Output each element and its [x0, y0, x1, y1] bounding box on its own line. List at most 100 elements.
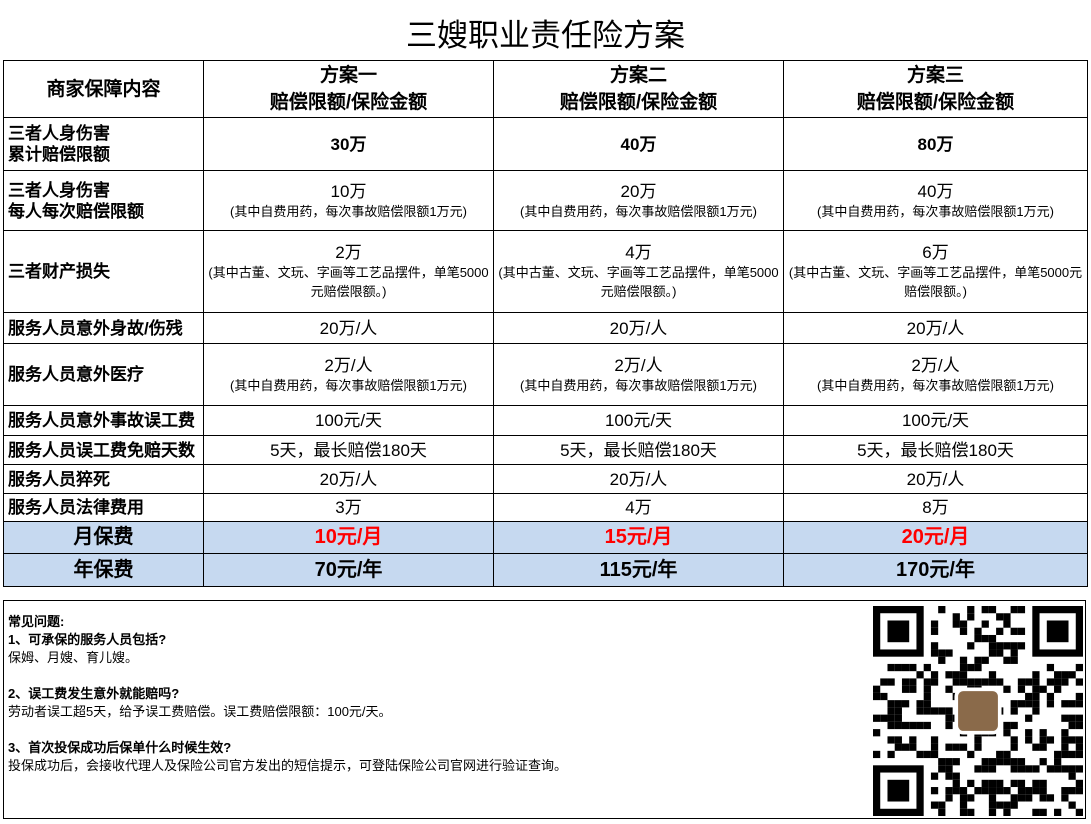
- faq-answer: 保姆、月嫂、育儿嫂。: [8, 650, 139, 665]
- value-main: 20万/人: [319, 318, 378, 338]
- plan-value-cell: 4万: [493, 493, 784, 522]
- plan-value-cell: 6万 (其中古董、文玩、字画等工艺品摆件，单笔5000元赔偿限额。): [783, 230, 1088, 313]
- value-main: 3万: [335, 498, 362, 517]
- plan-value-cell: 20万/人: [783, 312, 1088, 344]
- row-label: 服务人员猝死: [3, 464, 204, 494]
- faq-heading: 常见问题:: [8, 614, 65, 629]
- header-coverage: 商家保障内容: [3, 60, 204, 118]
- value-note: (其中自费用药，每次事故赔偿限额1万元): [817, 377, 1054, 393]
- table-header-row: 商家保障内容 方案一赔偿限额/保险金额 方案二赔偿限额/保险金额 方案三 赔偿限额…: [3, 60, 1088, 118]
- value-note: (其中古董、文玩、字画等工艺品摆件，单笔5000元赔偿限额。): [498, 265, 779, 299]
- plan-value-cell: 3万: [203, 493, 494, 522]
- table-row: 服务人员法律费用 3万 4万 8万: [3, 493, 1088, 522]
- row-label: 服务人员意外身故/伤残: [3, 312, 204, 344]
- fee-value: 115元/年: [493, 553, 784, 587]
- table-row: 服务人员意外身故/伤残 20万/人 20万/人 20万/人: [3, 312, 1088, 344]
- fee-value: 20元/月: [783, 521, 1088, 554]
- monthly-premium-row: 月保费 10元/月 15元/月 20元/月: [3, 521, 1088, 554]
- table-row: 服务人员意外事故误工费 100元/天 100元/天 100元/天: [3, 405, 1088, 436]
- plan-value-cell: 20万 (其中自费用药，每次事故赔偿限额1万元): [493, 170, 784, 231]
- value-main: 20万/人: [319, 469, 378, 489]
- faq-answer: 劳动者误工超5天，给予误工费赔偿。误工费赔偿限额：100元/天。: [8, 704, 392, 719]
- faq-question: 3、首次投保成功后保单什么时候生效?: [8, 740, 232, 755]
- value-main: 20万/人: [609, 469, 668, 489]
- row-label: 服务人员意外医疗: [3, 343, 204, 406]
- fee-value: 70元/年: [203, 553, 494, 587]
- row-label: 服务人员法律费用: [3, 493, 204, 522]
- value-note: (其中自费用药，每次事故赔偿限额1万元): [817, 203, 1054, 219]
- value-main: 5天，最长赔偿180天: [270, 440, 427, 460]
- faq-question: 2、误工费发生意外就能赔吗?: [8, 686, 180, 701]
- value-main: 2万/人: [614, 355, 663, 375]
- table-row: 服务人员猝死 20万/人 20万/人 20万/人: [3, 464, 1088, 494]
- faq-question: 1、可承保的服务人员包括?: [8, 632, 167, 647]
- plan-value-cell: 2万/人 (其中自费用药，每次事故赔偿限额1万元): [203, 343, 494, 406]
- plan-value-cell: 4万 (其中古董、文玩、字画等工艺品摆件，单笔5000元赔偿限额。): [493, 230, 784, 313]
- value-main: 5天，最长赔偿180天: [857, 440, 1014, 460]
- plan-value-cell: 40万 (其中自费用药，每次事故赔偿限额1万元): [783, 170, 1088, 231]
- value-note: (其中自费用药，每次事故赔偿限额1万元): [230, 377, 467, 393]
- row-label: 三者人身伤害 累计赔偿限额: [3, 117, 204, 171]
- plan-value-cell: 2万 (其中古董、文玩、字画等工艺品摆件，单笔5000元赔偿限额。): [203, 230, 494, 313]
- fee-label: 年保费: [3, 553, 204, 587]
- value-note: (其中自费用药，每次事故赔偿限额1万元): [230, 203, 467, 219]
- value-main: 5天，最长赔偿180天: [560, 440, 717, 460]
- header-plan-3: 方案三 赔偿限额/保险金额: [783, 60, 1088, 118]
- plan-value-cell: 5天，最长赔偿180天: [783, 435, 1088, 465]
- row-label: 服务人员误工费免赔天数: [3, 435, 204, 465]
- plan-name: 方案二: [609, 65, 667, 86]
- page-title: 三嫂职业责任险方案: [406, 18, 685, 53]
- plan-value-cell: 100元/天: [493, 405, 784, 436]
- table-row: 服务人员误工费免赔天数 5天，最长赔偿180天 5天，最长赔偿180天 5天，最长赔偿…: [3, 435, 1088, 465]
- plan-subtitle: 赔偿限额/保险金额: [559, 92, 718, 113]
- value-note: (其中自费用药，每次事故赔偿限额1万元): [520, 203, 757, 219]
- value-main: 100元/天: [901, 411, 970, 430]
- value-main: 4万: [625, 243, 652, 262]
- plan-value-cell: 2万/人 (其中自费用药，每次事故赔偿限额1万元): [783, 343, 1088, 406]
- plan-name: 方案三: [906, 65, 964, 86]
- value-main: 2万: [335, 243, 362, 262]
- table-row: 服务人员意外医疗 2万/人 (其中自费用药，每次事故赔偿限额1万元) 2万/人 (其中自…: [3, 343, 1088, 406]
- fee-label: 月保费: [3, 521, 204, 554]
- faq-text: 常见问题: 1、可承保的服务人员包括? 保姆、月嫂、育儿嫂。 2、误工费发生意外就能…: [8, 613, 567, 775]
- value-main: 20万/人: [906, 469, 965, 489]
- table-row: 三者人身伤害 累计赔偿限额 30万 40万 80万: [3, 117, 1088, 171]
- row-label: 三者财产损失: [3, 230, 204, 313]
- value-note: (其中古董、文玩、字画等工艺品摆件，单笔5000元赔偿限额。): [788, 265, 1083, 299]
- qr-code-icon: [873, 606, 1083, 816]
- yearly-premium-row: 年保费 70元/年 115元/年 170元/年: [3, 553, 1088, 587]
- plan-value-cell: 20万/人: [203, 464, 494, 494]
- table-row: 三者财产损失 2万 (其中古董、文玩、字画等工艺品摆件，单笔5000元赔偿限额。) 4…: [3, 230, 1088, 313]
- plan-value-cell: 20万/人: [493, 312, 784, 344]
- value-main: 20万/人: [609, 318, 668, 338]
- plan-value-cell: 100元/天: [783, 405, 1088, 436]
- plan-value-cell: 20万/人: [203, 312, 494, 344]
- fee-value: 10元/月: [203, 521, 494, 554]
- plan-value-cell: 2万/人 (其中自费用药，每次事故赔偿限额1万元): [493, 343, 784, 406]
- value-main: 30万: [330, 134, 367, 154]
- plan-name: 方案一: [319, 65, 377, 86]
- value-note: (其中古董、文玩、字画等工艺品摆件，单笔5000元赔偿限额。): [208, 265, 489, 299]
- value-main: 10万: [330, 181, 367, 201]
- value-main: 20万/人: [906, 318, 965, 338]
- plan-value-cell: 80万: [783, 117, 1088, 171]
- value-main: 80万: [917, 134, 954, 154]
- value-note: (其中自费用药，每次事故赔偿限额1万元): [520, 377, 757, 393]
- value-main: 40万: [917, 181, 954, 201]
- plan-value-cell: 5天，最长赔偿180天: [493, 435, 784, 465]
- faq-answer: 投保成功后，会接收代理人及保险公司官方发出的短信提示，可登陆保险公司官网进行验证…: [8, 758, 568, 773]
- plan-value-cell: 20万/人: [783, 464, 1088, 494]
- faq-box: 常见问题: 1、可承保的服务人员包括? 保姆、月嫂、育儿嫂。 2、误工费发生意外就能…: [3, 600, 1086, 819]
- plan-value-cell: 30万: [203, 117, 494, 171]
- row-label: 三者人身伤害 每人每次赔偿限额: [3, 170, 204, 231]
- value-main: 2万/人: [324, 355, 373, 375]
- value-main: 100元/天: [314, 411, 383, 430]
- plan-value-cell: 5天，最长赔偿180天: [203, 435, 494, 465]
- fee-value: 170元/年: [783, 553, 1088, 587]
- plan-value-cell: 40万: [493, 117, 784, 171]
- plan-value-cell: 8万: [783, 493, 1088, 522]
- fee-value: 15元/月: [493, 521, 784, 554]
- table-row: 三者人身伤害 每人每次赔偿限额 10万 (其中自费用药，每次事故赔偿限额1万元) 20…: [3, 170, 1088, 231]
- value-main: 20万: [620, 181, 657, 201]
- plan-subtitle: 赔偿限额/保险金额: [269, 92, 428, 113]
